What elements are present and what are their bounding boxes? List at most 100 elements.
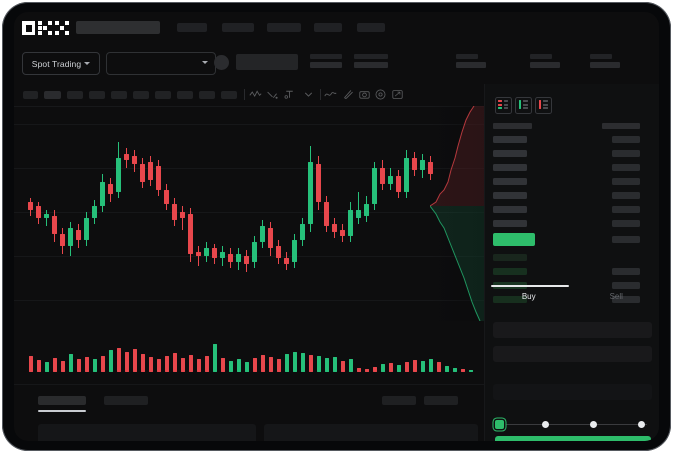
orderbook-ask-row-amount-6[interactable]	[612, 220, 640, 227]
timeframe-1w[interactable]	[177, 91, 193, 99]
timeframe-1d[interactable]	[155, 91, 171, 99]
volume-bar	[396, 365, 401, 372]
bottom-action-2[interactable]	[424, 396, 458, 405]
nav-item-4[interactable]	[314, 23, 342, 32]
orderbook-ask-row-price-5[interactable]	[493, 206, 527, 213]
timeframe-more[interactable]	[221, 91, 237, 99]
orderbook-ask-row-price-0[interactable]	[493, 136, 527, 143]
trading-pair-selector[interactable]	[106, 52, 216, 75]
nav-item-3[interactable]	[267, 23, 301, 32]
volume-bar	[148, 357, 153, 372]
orderbook-ask-row-amount-0[interactable]	[612, 136, 640, 143]
orderbook-both-icon[interactable]	[495, 97, 512, 114]
order-price-field[interactable]	[493, 322, 652, 338]
volume-bar	[212, 344, 217, 372]
slider-node-1[interactable]	[542, 421, 549, 428]
timeframe-1m[interactable]	[23, 91, 38, 99]
bottom-tab-2[interactable]	[104, 396, 148, 405]
stat-2	[354, 54, 388, 68]
candle	[308, 146, 313, 232]
nav-item-5[interactable]	[357, 23, 385, 32]
order-total-field[interactable]	[493, 384, 652, 400]
price-chart[interactable]	[14, 106, 484, 321]
camera-icon[interactable]	[358, 88, 371, 101]
candle	[300, 218, 305, 246]
orderbook-bid-row-amount-1[interactable]	[612, 268, 640, 275]
chevron-down-icon	[84, 62, 91, 65]
place-buy-order-button[interactable]	[495, 436, 651, 441]
toolbar-divider	[320, 89, 321, 100]
orderbook-ask-row-amount-5[interactable]	[612, 206, 640, 213]
timeframe-15m[interactable]	[67, 91, 83, 99]
bottom-action-1[interactable]	[382, 396, 416, 405]
candle	[420, 154, 425, 178]
orderbook-ask-row-amount-4[interactable]	[612, 192, 640, 199]
orderbook-spread-row[interactable]	[493, 233, 535, 246]
orderbook-bid-row-amount-2[interactable]	[612, 282, 640, 289]
tab-sell[interactable]: Sell	[609, 292, 623, 301]
volume-bar	[252, 358, 257, 372]
stat-5-value	[590, 62, 620, 68]
orderbook-ask-row-price-1[interactable]	[493, 150, 527, 157]
volume-bar	[76, 359, 81, 372]
header-search-field[interactable]	[76, 21, 160, 34]
orderbook-bid-row-price-3[interactable]	[493, 296, 527, 303]
candle	[340, 224, 345, 242]
orderbook-col-header-price	[493, 123, 532, 129]
candle	[356, 192, 361, 224]
order-amount-field[interactable]	[493, 346, 652, 362]
settings-icon[interactable]	[374, 88, 387, 101]
volume-bar	[452, 368, 457, 372]
nav-item-2[interactable]	[222, 23, 254, 32]
chevron-down-icon[interactable]	[302, 88, 315, 101]
timeframe-30m[interactable]	[89, 91, 105, 99]
orderbook-ask-row-amount-1[interactable]	[612, 150, 640, 157]
bottom-tab-1[interactable]	[38, 396, 86, 405]
orderbook-asks-icon[interactable]	[535, 97, 552, 114]
orderbook-ask-row-price-4[interactable]	[493, 192, 527, 199]
candle	[28, 198, 33, 216]
orderbook-bids-icon[interactable]	[515, 97, 532, 114]
wave-tool-icon[interactable]	[249, 88, 262, 101]
timeframe-5m[interactable]	[44, 91, 61, 99]
volume-bar	[236, 359, 241, 372]
orderbook-ask-row-price-3[interactable]	[493, 178, 527, 185]
volume-bar	[348, 359, 353, 372]
volume-bar	[116, 348, 121, 372]
orderbook-spread-amount[interactable]	[612, 236, 640, 243]
eraser-icon[interactable]	[342, 88, 355, 101]
stat-1-label	[310, 54, 342, 59]
bottom-panel-right	[264, 424, 478, 441]
fullscreen-icon[interactable]	[391, 88, 404, 101]
orderbook-ask-row-price-6[interactable]	[493, 220, 527, 227]
orderbook-ask-row-price-2[interactable]	[493, 164, 527, 171]
nav-item-1[interactable]	[177, 23, 207, 32]
candle	[60, 228, 65, 254]
tab-buy[interactable]: Buy	[521, 292, 536, 301]
indicator-wave-icon[interactable]	[324, 88, 337, 101]
trend-line-tool-icon[interactable]	[266, 88, 279, 101]
volume-bar	[260, 355, 265, 372]
slider-node-3[interactable]	[638, 421, 645, 428]
orderbook-bid-row-amount-3[interactable]	[612, 296, 640, 303]
timeframe-4h[interactable]	[133, 91, 149, 99]
candle	[204, 242, 209, 262]
orderbook-ask-row-amount-2[interactable]	[612, 164, 640, 171]
okx-logo[interactable]	[22, 21, 69, 35]
timeframe-1h[interactable]	[111, 91, 127, 99]
stat-5-label	[590, 54, 612, 59]
trading-mode-selector[interactable]: Spot Trading	[22, 52, 100, 75]
volume-bar	[420, 361, 425, 372]
text-tool-icon[interactable]	[283, 88, 296, 101]
slider-node-0[interactable]	[495, 420, 504, 429]
orderbook-trade-sidebar: Buy Sell	[484, 84, 659, 441]
candle	[228, 248, 233, 268]
candle	[372, 162, 377, 210]
slider-node-2[interactable]	[590, 421, 597, 428]
orderbook-bid-row-price-0[interactable]	[493, 254, 527, 261]
volume-bar	[132, 349, 137, 372]
orderbook-bid-row-price-1[interactable]	[493, 268, 527, 275]
timeframe-1mo[interactable]	[199, 91, 215, 99]
orderbook-ask-row-amount-3[interactable]	[612, 178, 640, 185]
amount-slider[interactable]	[495, 420, 651, 429]
